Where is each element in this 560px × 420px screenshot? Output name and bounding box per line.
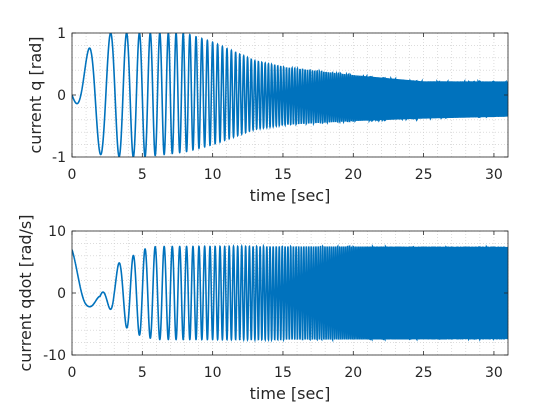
series-line <box>72 243 508 343</box>
x-tick-label: 10 <box>204 167 222 183</box>
x-tick-label: 10 <box>204 365 222 381</box>
x-tick-label: 15 <box>274 365 292 381</box>
x-tick-label: 30 <box>485 167 503 183</box>
x-tick-label: 20 <box>344 167 362 183</box>
y-axis-label: current q [rad] <box>26 36 45 153</box>
x-tick-label: 5 <box>138 365 147 381</box>
y-tick-label: -1 <box>52 150 66 166</box>
y-tick-label: 10 <box>48 224 66 240</box>
x-tick-label: 25 <box>415 365 433 381</box>
y-tick-label: 0 <box>57 88 66 104</box>
x-axis-label: time [sec] <box>250 186 331 205</box>
x-tick-label: 30 <box>485 365 503 381</box>
series-line <box>72 33 508 157</box>
x-axis-label: time [sec] <box>250 384 331 403</box>
y-tick-label: 1 <box>57 26 66 42</box>
y-tick-label: -10 <box>43 348 66 364</box>
x-tick-label: 0 <box>68 167 77 183</box>
x-tick-label: 15 <box>274 167 292 183</box>
x-tick-label: 20 <box>344 365 362 381</box>
y-tick-label: 0 <box>57 286 66 302</box>
y-axis-label: current qdot [rad/s] <box>16 214 35 371</box>
x-tick-label: 25 <box>415 167 433 183</box>
x-tick-label: 0 <box>68 365 77 381</box>
x-tick-label: 5 <box>138 167 147 183</box>
